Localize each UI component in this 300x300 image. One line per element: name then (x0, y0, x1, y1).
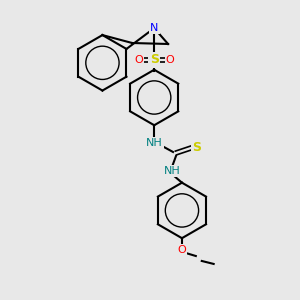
Text: S: S (192, 140, 201, 154)
Text: NH: NH (164, 166, 180, 176)
Text: O: O (134, 55, 143, 65)
Text: S: S (150, 53, 159, 66)
Text: O: O (178, 245, 186, 255)
Text: N: N (150, 23, 158, 33)
Text: NH: NH (146, 138, 163, 148)
Text: O: O (166, 55, 174, 65)
